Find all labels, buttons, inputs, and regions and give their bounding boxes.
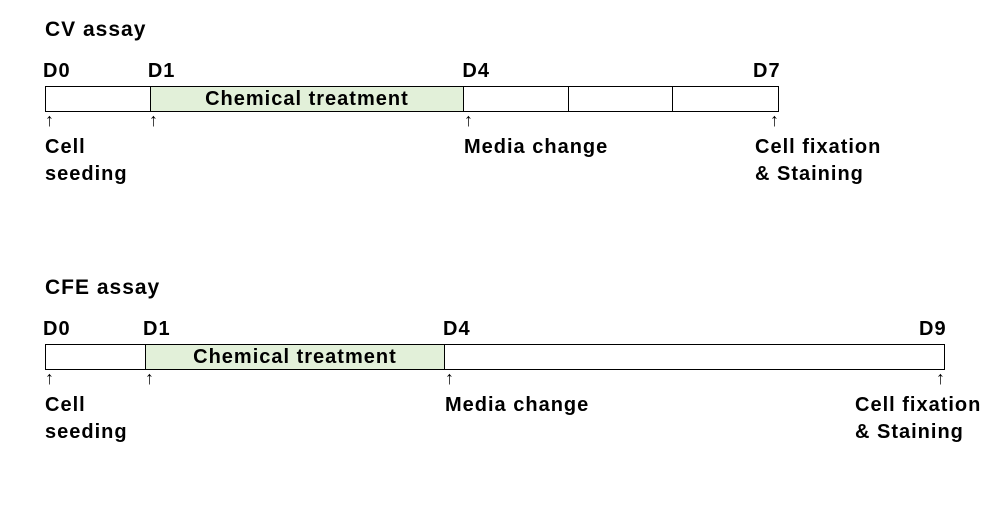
timeline: D0 D1 D4 D7 Chemical treatment ↑ ↑ ↑ ↑ C…	[45, 60, 779, 194]
event-label-line1: Cell fixation	[755, 136, 881, 158]
arrow-icon: ↑	[770, 110, 779, 131]
treatment-label: Chemical treatment	[193, 346, 397, 369]
event-label-line2: & Staining	[755, 163, 864, 185]
event-label: Media change	[445, 392, 589, 419]
segment	[464, 87, 569, 111]
assay-title: CV assay	[45, 18, 779, 42]
segment-treatment: Chemical treatment	[146, 345, 445, 369]
arrows-row: ↑ ↑ ↑ ↑	[45, 112, 779, 134]
event-label: Cell seeding	[45, 134, 128, 188]
arrow-icon: ↑	[45, 110, 54, 131]
arrow-icon: ↑	[145, 368, 154, 389]
event-label-line1: Cell	[45, 136, 86, 158]
event-label-line1: Cell fixation	[855, 394, 981, 416]
event-label: Media change	[464, 134, 608, 161]
timeline-bar: Chemical treatment	[45, 86, 779, 112]
assay-title: CFE assay	[45, 276, 945, 300]
event-label-line2: seeding	[45, 421, 128, 443]
day-label: D1	[148, 60, 176, 83]
event-label-line1: Media change	[464, 136, 608, 158]
segment-treatment: Chemical treatment	[151, 87, 465, 111]
event-labels-row: Cell seeding Media change Cell fixation …	[45, 134, 779, 194]
event-label: Cell seeding	[45, 392, 128, 446]
segment	[445, 345, 944, 369]
event-label: Cell fixation & Staining	[755, 134, 881, 188]
day-label: D4	[462, 60, 490, 83]
day-label: D9	[919, 318, 947, 341]
day-labels-row: D0 D1 D4 D9	[45, 318, 945, 344]
segment	[46, 345, 146, 369]
arrow-icon: ↑	[445, 368, 454, 389]
day-label: D1	[143, 318, 171, 341]
event-label-line1: Media change	[445, 394, 589, 416]
day-label: D0	[43, 318, 71, 341]
event-label-line2: & Staining	[855, 421, 964, 443]
timeline: D0 D1 D4 D9 Chemical treatment ↑ ↑ ↑ ↑ C…	[45, 318, 945, 452]
arrows-row: ↑ ↑ ↑ ↑	[45, 370, 945, 392]
day-labels-row: D0 D1 D4 D7	[45, 60, 779, 86]
event-label: Cell fixation & Staining	[855, 392, 981, 446]
day-label: D0	[43, 60, 71, 83]
assay-cv: CV assay D0 D1 D4 D7 Chemical treatment …	[45, 18, 779, 194]
treatment-label: Chemical treatment	[205, 88, 409, 111]
timeline-bar: Chemical treatment	[45, 344, 945, 370]
arrow-icon: ↑	[149, 110, 158, 131]
arrow-icon: ↑	[464, 110, 473, 131]
event-label-line2: seeding	[45, 163, 128, 185]
assay-cfe: CFE assay D0 D1 D4 D9 Chemical treatment…	[45, 276, 945, 452]
arrow-icon: ↑	[45, 368, 54, 389]
day-label: D7	[753, 60, 781, 83]
segment	[673, 87, 778, 111]
segment	[46, 87, 151, 111]
segment	[569, 87, 674, 111]
day-label: D4	[443, 318, 471, 341]
arrow-icon: ↑	[936, 368, 945, 389]
event-labels-row: Cell seeding Media change Cell fixation …	[45, 392, 945, 452]
event-label-line1: Cell	[45, 394, 86, 416]
